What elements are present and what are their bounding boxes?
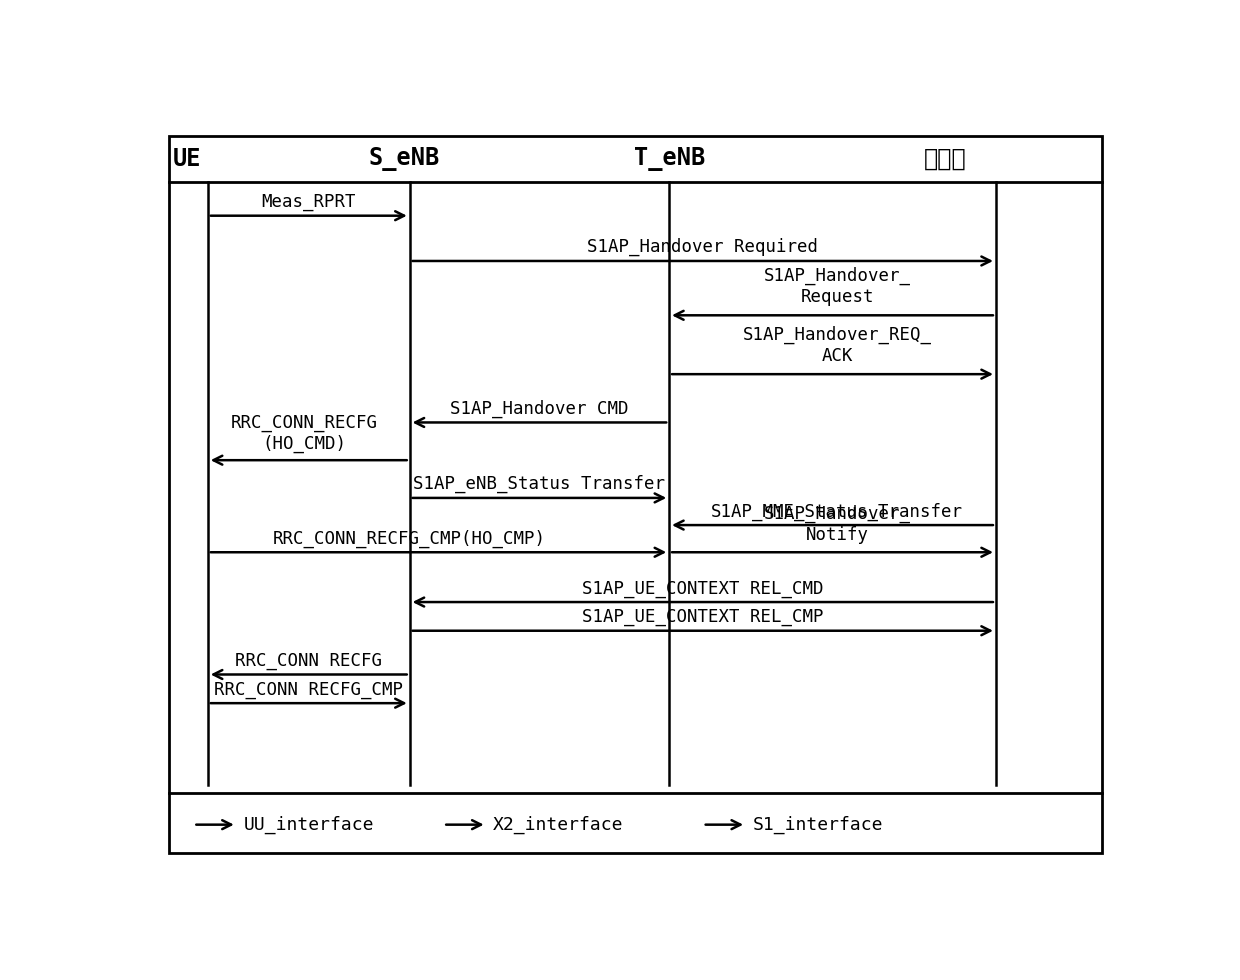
Text: X2_interface: X2_interface (494, 815, 624, 834)
Text: S_eNB: S_eNB (368, 147, 440, 172)
Text: S1_interface: S1_interface (753, 815, 883, 834)
Text: S1AP_eNB_Status Transfer: S1AP_eNB_Status Transfer (413, 475, 666, 493)
Text: S1AP_Handover_
Request: S1AP_Handover_ Request (764, 268, 911, 307)
Text: S1AP_Handover_
Notify: S1AP_Handover_ Notify (764, 505, 911, 544)
Text: S1AP_MME_Status_Transfer: S1AP_MME_Status_Transfer (712, 503, 963, 520)
Text: S1AP_Handover Required: S1AP_Handover Required (588, 238, 818, 257)
Text: S1AP_UE_CONTEXT REL_CMD: S1AP_UE_CONTEXT REL_CMD (582, 579, 823, 598)
Text: S1AP_UE_CONTEXT REL_CMP: S1AP_UE_CONTEXT REL_CMP (582, 609, 823, 626)
Text: RRC_CONN_RECFG_CMP(HO_CMP): RRC_CONN_RECFG_CMP(HO_CMP) (273, 529, 546, 548)
Text: S1AP_Handover CMD: S1AP_Handover CMD (450, 400, 629, 417)
Text: UU_interface: UU_interface (243, 815, 374, 834)
Text: UE: UE (172, 147, 201, 172)
Text: T_eNB: T_eNB (634, 147, 704, 172)
Text: RRC_CONN RECFG_CMP: RRC_CONN RECFG_CMP (215, 681, 403, 699)
Text: 核心网: 核心网 (924, 147, 966, 172)
Text: S1AP_Handover_REQ_
ACK: S1AP_Handover_REQ_ ACK (743, 326, 931, 366)
Text: Meas_RPRT: Meas_RPRT (262, 193, 356, 211)
Text: RRC_CONN_RECFG
(HO_CMD): RRC_CONN_RECFG (HO_CMD) (231, 414, 377, 453)
Text: RRC_CONN RECFG: RRC_CONN RECFG (236, 652, 382, 670)
